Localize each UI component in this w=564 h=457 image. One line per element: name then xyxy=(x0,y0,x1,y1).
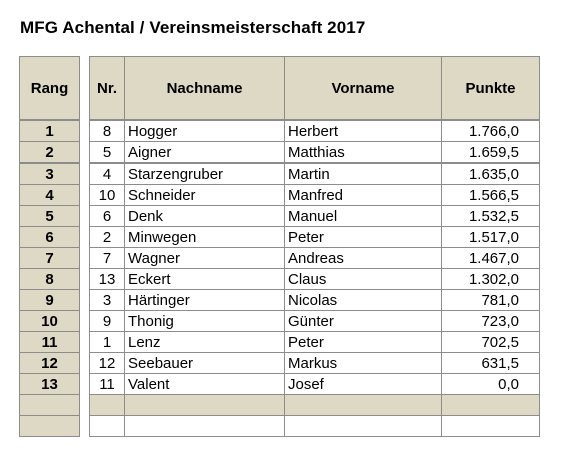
empty-cell xyxy=(284,415,442,437)
nachname-cell: Wagner xyxy=(124,247,285,269)
vorname-cell: Herbert xyxy=(284,119,442,142)
header-rang: Rang xyxy=(19,56,80,121)
vorname-cell: Günter xyxy=(284,310,442,332)
empty-cell xyxy=(124,415,285,437)
empty-row xyxy=(89,394,540,416)
table-row: 6 Denk Manuel 1.532,5 xyxy=(89,205,540,227)
nr-cell: 6 xyxy=(89,205,125,227)
header-vorname: Vorname xyxy=(284,56,442,121)
table-row: 8 Hogger Herbert 1.766,0 xyxy=(89,119,540,142)
table-row: 2 Minwegen Peter 1.517,0 xyxy=(89,226,540,248)
nachname-cell: Lenz xyxy=(124,331,285,353)
table-row: 3 Härtinger Nicolas 781,0 xyxy=(89,289,540,311)
vorname-cell: Markus xyxy=(284,352,442,374)
nr-cell: 1 xyxy=(89,331,125,353)
rank-cell: 1 xyxy=(19,119,80,142)
nachname-cell: Valent xyxy=(124,373,285,395)
rank-cell: 9 xyxy=(19,289,80,311)
rank-cell: 12 xyxy=(19,352,80,374)
nr-cell: 4 xyxy=(89,162,125,185)
punkte-cell: 0,0 xyxy=(441,373,540,395)
vorname-cell: Matthias xyxy=(284,141,442,164)
table-row: 12 Seebauer Markus 631,5 xyxy=(89,352,540,374)
punkte-cell: 1.659,5 xyxy=(441,141,540,164)
punkte-cell: 631,5 xyxy=(441,352,540,374)
table-row: 1 Lenz Peter 702,5 xyxy=(89,331,540,353)
header-nachname: Nachname xyxy=(124,56,285,121)
punkte-cell: 781,0 xyxy=(441,289,540,311)
punkte-cell: 1.566,5 xyxy=(441,184,540,206)
empty-cell xyxy=(19,415,80,437)
nachname-cell: Seebauer xyxy=(124,352,285,374)
punkte-cell: 723,0 xyxy=(441,310,540,332)
nr-cell: 8 xyxy=(89,119,125,142)
nr-cell: 11 xyxy=(89,373,125,395)
table-row: 4 Starzengruber Martin 1.635,0 xyxy=(89,162,540,185)
rank-cell: 7 xyxy=(19,247,80,269)
empty-cell xyxy=(284,394,442,416)
nr-cell: 3 xyxy=(89,289,125,311)
empty-cell xyxy=(89,415,125,437)
rank-cell: 3 xyxy=(19,162,80,185)
vorname-cell: Manfred xyxy=(284,184,442,206)
punkte-cell: 1.467,0 xyxy=(441,247,540,269)
nachname-cell: Härtinger xyxy=(124,289,285,311)
empty-cell xyxy=(441,394,540,416)
nr-cell: 2 xyxy=(89,226,125,248)
empty-cell xyxy=(19,394,80,416)
nachname-cell: Thonig xyxy=(124,310,285,332)
nachname-cell: Eckert xyxy=(124,268,285,290)
nachname-cell: Schneider xyxy=(124,184,285,206)
rank-cell: 6 xyxy=(19,226,80,248)
nr-cell: 12 xyxy=(89,352,125,374)
vorname-cell: Peter xyxy=(284,331,442,353)
nr-cell: 10 xyxy=(89,184,125,206)
rank-table: Rang 1 2 3 4 5 6 7 8 9 10 11 12 13 xyxy=(19,56,80,437)
header-punkte: Punkte xyxy=(441,56,540,121)
rank-cell: 5 xyxy=(19,205,80,227)
vorname-cell: Andreas xyxy=(284,247,442,269)
empty-cell xyxy=(441,415,540,437)
punkte-cell: 702,5 xyxy=(441,331,540,353)
vorname-cell: Martin xyxy=(284,162,442,185)
table-row: 11 Valent Josef 0,0 xyxy=(89,373,540,395)
empty-cell xyxy=(89,394,125,416)
nachname-cell: Hogger xyxy=(124,119,285,142)
table-row: 10 Schneider Manfred 1.566,5 xyxy=(89,184,540,206)
punkte-cell: 1.635,0 xyxy=(441,162,540,185)
empty-row xyxy=(89,415,540,437)
rank-cell: 10 xyxy=(19,310,80,332)
rank-cell: 2 xyxy=(19,141,80,164)
results-table: Nr. Nachname Vorname Punkte 8 Hogger Her… xyxy=(89,56,540,437)
punkte-cell: 1.532,5 xyxy=(441,205,540,227)
header-nr: Nr. xyxy=(89,56,125,121)
page-title: MFG Achental / Vereinsmeisterschaft 2017 xyxy=(20,18,366,37)
punkte-cell: 1.766,0 xyxy=(441,119,540,142)
nachname-cell: Starzengruber xyxy=(124,162,285,185)
punkte-cell: 1.517,0 xyxy=(441,226,540,248)
nr-cell: 7 xyxy=(89,247,125,269)
nachname-cell: Minwegen xyxy=(124,226,285,248)
table-row: 7 Wagner Andreas 1.467,0 xyxy=(89,247,540,269)
table-row: 5 Aigner Matthias 1.659,5 xyxy=(89,141,540,164)
nr-cell: 13 xyxy=(89,268,125,290)
table-row: 13 Eckert Claus 1.302,0 xyxy=(89,268,540,290)
punkte-cell: 1.302,0 xyxy=(441,268,540,290)
empty-cell xyxy=(124,394,285,416)
nachname-cell: Aigner xyxy=(124,141,285,164)
vorname-cell: Josef xyxy=(284,373,442,395)
nr-cell: 5 xyxy=(89,141,125,164)
vorname-cell: Peter xyxy=(284,226,442,248)
rank-cell: 8 xyxy=(19,268,80,290)
nachname-cell: Denk xyxy=(124,205,285,227)
nr-cell: 9 xyxy=(89,310,125,332)
vorname-cell: Manuel xyxy=(284,205,442,227)
table-row: 9 Thonig Günter 723,0 xyxy=(89,310,540,332)
vorname-cell: Nicolas xyxy=(284,289,442,311)
rank-cell: 13 xyxy=(19,373,80,395)
vorname-cell: Claus xyxy=(284,268,442,290)
rank-cell: 4 xyxy=(19,184,80,206)
rank-cell: 11 xyxy=(19,331,80,353)
